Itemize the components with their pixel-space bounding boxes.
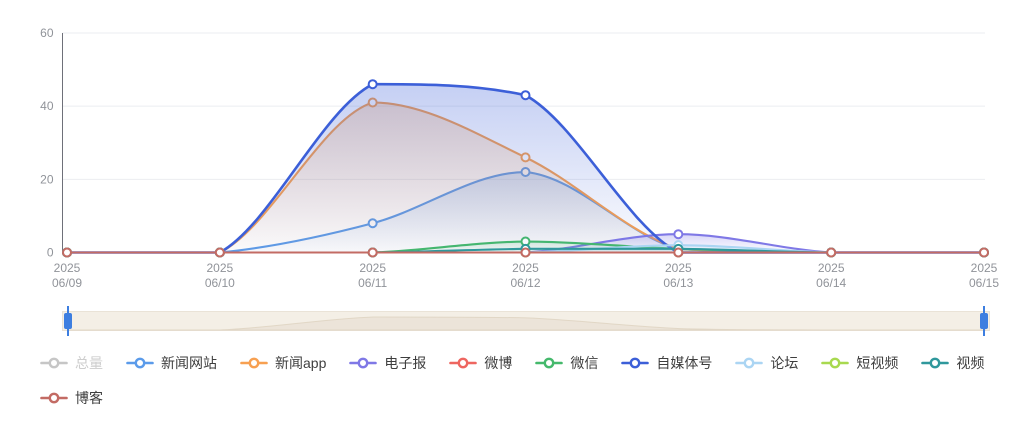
legend-label: 视频 (956, 355, 985, 371)
line-marker-icon (621, 357, 650, 369)
legend-item-weibo[interactable]: 微博 (449, 353, 512, 373)
legend-label: 新闻网站 (161, 355, 217, 371)
datazoom-data-shadow (67, 316, 986, 331)
legend-item-self-media[interactable]: 自媒体号 (621, 353, 712, 373)
svg-text:40: 40 (40, 99, 54, 113)
series-blog[interactable] (62, 247, 989, 258)
legend-item-total[interactable]: 总量 (40, 353, 103, 373)
legend: 总量 新闻网站 新闻app 电子报 微博 微信 自媒体号 论坛 短视频 视频 博客 (40, 353, 1007, 423)
line-marker-icon (40, 392, 68, 404)
legend-item-short-video[interactable]: 短视频 (821, 353, 898, 373)
legend-item-video[interactable]: 视频 (921, 353, 984, 373)
datazoom-left-handle[interactable] (64, 306, 72, 336)
legend-row-1: 总量 新闻网站 新闻app 电子报 微博 微信 自媒体号 论坛 短视频 视频 (40, 353, 1007, 373)
legend-label: 论坛 (770, 355, 799, 371)
line-marker-icon (735, 357, 764, 369)
datazoom-right-handle[interactable] (980, 306, 988, 336)
line-marker-icon (40, 357, 68, 369)
legend-label: 新闻app (275, 355, 327, 371)
datazoom-slider[interactable] (62, 306, 990, 336)
legend-row-2: 博客 (40, 388, 1007, 408)
legend-item-forum[interactable]: 论坛 (735, 353, 798, 373)
line-marker-icon (240, 357, 268, 369)
svg-text:20: 20 (40, 172, 54, 186)
y-axis-labels: 0 20 40 60 (40, 26, 54, 260)
svg-text:60: 60 (40, 26, 54, 40)
legend-label: 微博 (484, 355, 513, 371)
legend-item-news-site[interactable]: 新闻网站 (126, 353, 217, 373)
legend-label: 微信 (570, 355, 599, 371)
line-marker-icon (921, 357, 950, 369)
legend-label: 自媒体号 (656, 355, 713, 371)
legend-label: 短视频 (856, 355, 899, 371)
x-axis-labels: 2025 06/09 2025 06/10 2025 06/11 2025 06/12 2025… (52, 261, 999, 290)
legend-item-epaper[interactable]: 电子报 (349, 353, 426, 373)
line-marker-icon (535, 357, 564, 369)
line-marker-icon (449, 357, 478, 369)
line-marker-icon (349, 357, 378, 369)
legend-item-blog[interactable]: 博客 (40, 388, 103, 408)
svg-text:0: 0 (47, 246, 54, 260)
legend-label: 电子报 (384, 355, 427, 371)
line-marker-icon (821, 357, 850, 369)
legend-label: 总量 (75, 355, 103, 371)
legend-label: 博客 (75, 390, 103, 406)
legend-item-news-app[interactable]: 新闻app (240, 353, 326, 373)
legend-item-wechat[interactable]: 微信 (535, 353, 598, 373)
line-marker-icon (126, 357, 154, 369)
